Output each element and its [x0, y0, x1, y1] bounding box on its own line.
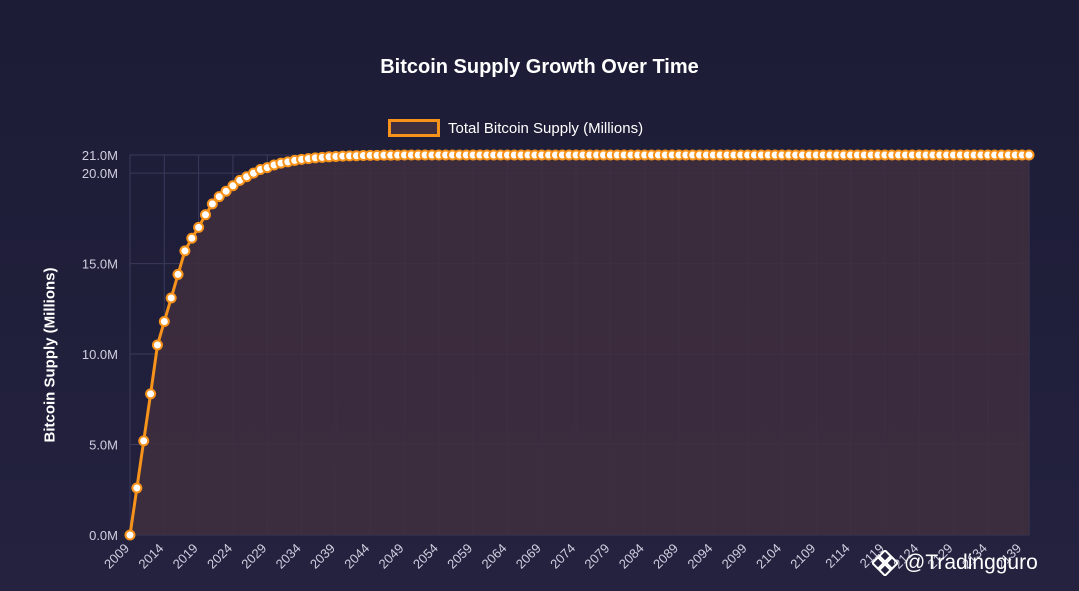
x-tick-label: 2039 — [307, 541, 338, 572]
x-tick-label: 2054 — [410, 541, 441, 572]
x-tick-label: 2084 — [616, 541, 647, 572]
chart-title: Bitcoin Supply Growth Over Time — [380, 56, 699, 78]
x-tick-label: 2079 — [581, 541, 612, 572]
y-tick-label: 21.0M — [82, 148, 118, 163]
x-tick-label: 2069 — [513, 541, 544, 572]
x-tick-label: 2104 — [753, 541, 784, 572]
data-point[interactable] — [186, 232, 198, 244]
y-tick-label: 10.0M — [82, 347, 118, 362]
data-point[interactable] — [1023, 149, 1035, 161]
data-point[interactable] — [193, 221, 205, 233]
x-tick-label: 2044 — [341, 541, 372, 572]
legend-label: Total Bitcoin Supply (Millions) — [448, 119, 644, 137]
data-point[interactable] — [220, 185, 232, 197]
data-point[interactable] — [151, 339, 163, 351]
y-tick-label: 20.0M — [82, 166, 118, 181]
data-point[interactable] — [179, 245, 191, 257]
x-tick-label: 2029 — [238, 541, 269, 572]
x-tick-label: 2034 — [273, 541, 304, 572]
x-tick-label: 2089 — [650, 541, 681, 572]
x-tick-label: 2024 — [204, 541, 235, 572]
chart-legend[interactable]: Total Bitcoin Supply (Millions) — [388, 119, 643, 137]
x-tick-label: 2009 — [101, 541, 132, 572]
x-tick-label: 2019 — [170, 541, 201, 572]
data-point[interactable] — [158, 315, 170, 327]
watermark-text: @Tradingguro — [904, 551, 1038, 574]
x-tick-label: 2109 — [787, 541, 818, 572]
data-point[interactable] — [145, 388, 157, 400]
x-tick-label: 2094 — [684, 541, 715, 572]
y-tick-label: 5.0M — [89, 438, 118, 453]
y-tick-label: 0.0M — [89, 528, 118, 543]
data-point[interactable] — [206, 198, 218, 210]
data-point[interactable] — [172, 268, 184, 280]
x-tick-label: 2049 — [376, 541, 407, 572]
watermark: @Tradingguro — [872, 550, 1038, 576]
data-point[interactable] — [124, 529, 136, 541]
x-tick-label: 2064 — [479, 541, 510, 572]
data-point[interactable] — [131, 482, 143, 494]
x-tick-label: 2074 — [547, 541, 578, 572]
x-tick-label: 2014 — [135, 541, 166, 572]
legend-swatch — [388, 119, 440, 137]
binance-logo-icon — [872, 550, 898, 576]
data-point[interactable] — [227, 180, 239, 192]
x-tick-label: 2059 — [444, 541, 475, 572]
data-point[interactable] — [138, 435, 150, 447]
supply-area-fill — [130, 155, 1029, 535]
data-point[interactable] — [165, 292, 177, 304]
y-tick-label: 15.0M — [82, 257, 118, 272]
x-tick-label: 2099 — [719, 541, 750, 572]
x-tick-label: 2114 — [822, 541, 852, 571]
data-point[interactable] — [213, 191, 225, 203]
data-point[interactable] — [199, 209, 211, 221]
